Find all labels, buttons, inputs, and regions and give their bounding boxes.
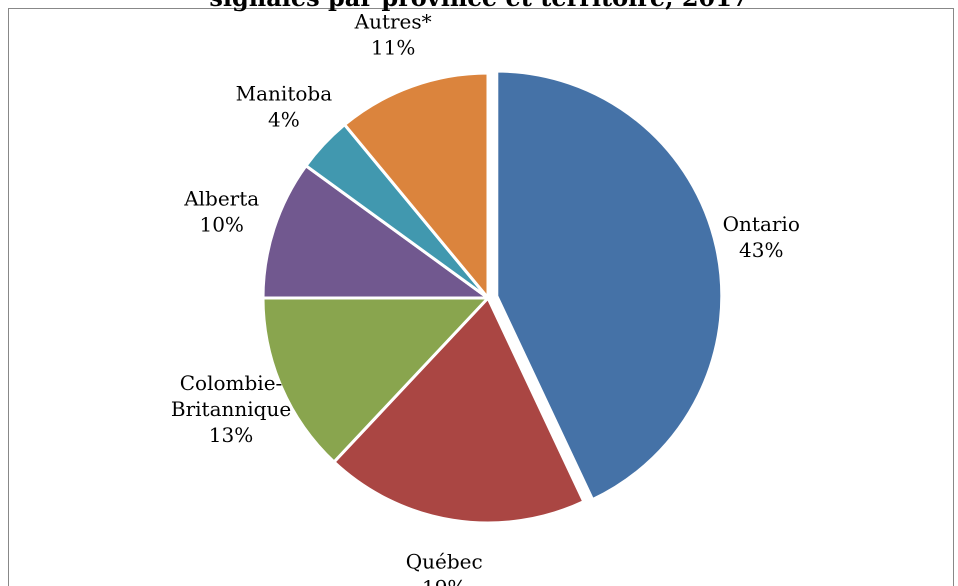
slice-value-label: 19% <box>422 576 466 586</box>
slice-label: Québec <box>406 550 483 574</box>
slice-label: Manitoba <box>236 81 333 105</box>
slice-label: Ontario <box>723 212 800 236</box>
slice-label: Alberta <box>183 186 259 210</box>
slice-value-label: 10% <box>199 212 243 236</box>
pie-slice <box>261 163 493 300</box>
pie-slice <box>261 296 492 465</box>
chart-title: signalés par province et territoire, 201… <box>209 0 748 12</box>
slice-value-label: 43% <box>739 238 783 262</box>
pie-slice <box>495 69 724 502</box>
pie-slice <box>331 295 586 525</box>
pie-slice <box>342 71 490 303</box>
slice-value-label: 11% <box>371 36 415 60</box>
slice-label: Colombie-Britannique <box>171 371 291 421</box>
slice-value-label: 13% <box>209 423 253 447</box>
slice-value-label: 4% <box>268 107 300 131</box>
slice-label: Autres* <box>354 10 432 34</box>
